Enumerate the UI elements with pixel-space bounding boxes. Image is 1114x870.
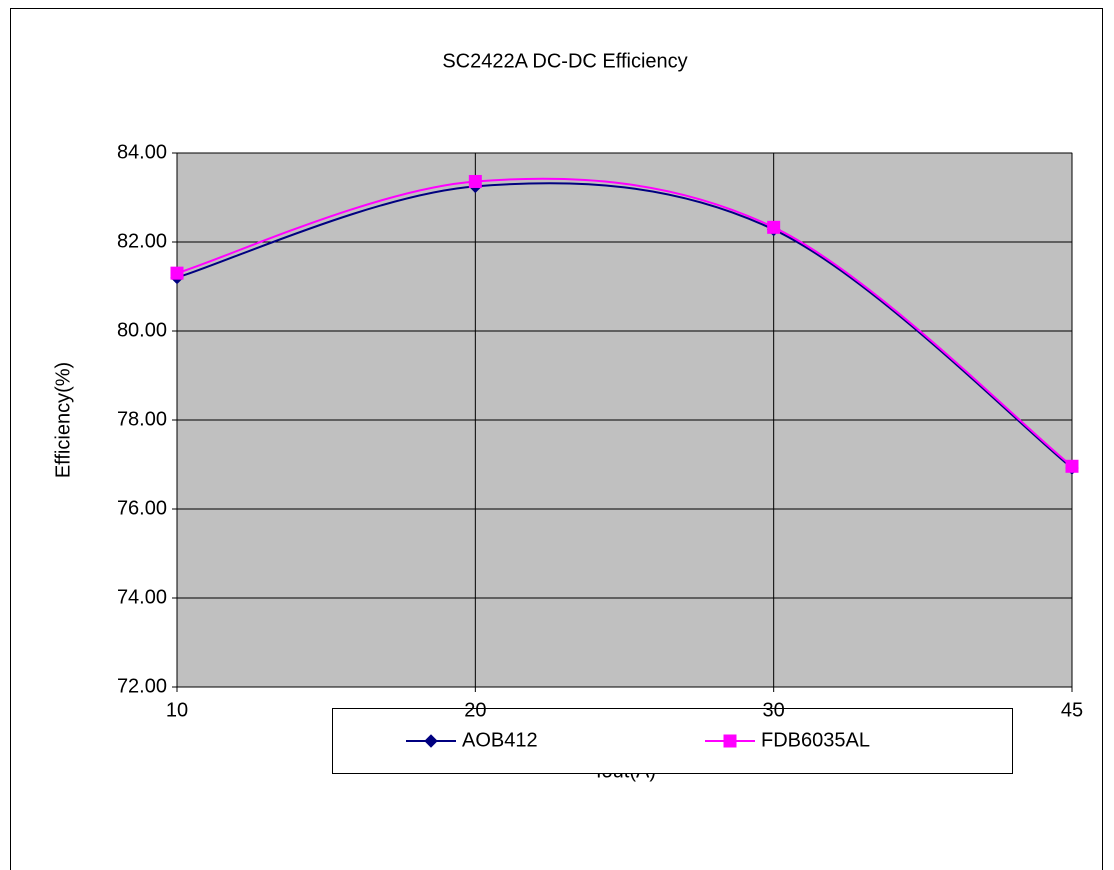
x-tick-label: 45 bbox=[1061, 699, 1083, 721]
y-tick-label: 76.00 bbox=[117, 497, 167, 519]
square-marker bbox=[767, 220, 781, 234]
y-tick-label: 84.00 bbox=[117, 141, 167, 163]
chart-title: SC2422A DC-DC Efficiency bbox=[442, 50, 687, 72]
x-tick-label: 30 bbox=[763, 699, 785, 721]
chart-frame bbox=[10, 8, 1103, 870]
x-tick-label: 10 bbox=[166, 699, 188, 721]
y-tick-label: 72.00 bbox=[117, 675, 167, 697]
square-marker bbox=[723, 734, 737, 748]
y-axis-label: Efficiency(%) bbox=[52, 362, 74, 478]
y-tick-label: 80.00 bbox=[117, 319, 167, 341]
legend-label: FDB6035AL bbox=[761, 729, 870, 751]
legend-label: AOB412 bbox=[462, 729, 538, 751]
x-tick-label: 20 bbox=[464, 699, 486, 721]
y-tick-label: 82.00 bbox=[117, 230, 167, 252]
diamond-marker bbox=[424, 734, 438, 748]
series-line bbox=[176, 182, 1073, 469]
square-marker bbox=[170, 266, 184, 280]
square-marker bbox=[1065, 459, 1079, 473]
y-tick-label: 78.00 bbox=[117, 408, 167, 430]
y-tick-label: 74.00 bbox=[117, 586, 167, 608]
square-marker bbox=[468, 174, 482, 188]
series-line bbox=[176, 177, 1073, 468]
